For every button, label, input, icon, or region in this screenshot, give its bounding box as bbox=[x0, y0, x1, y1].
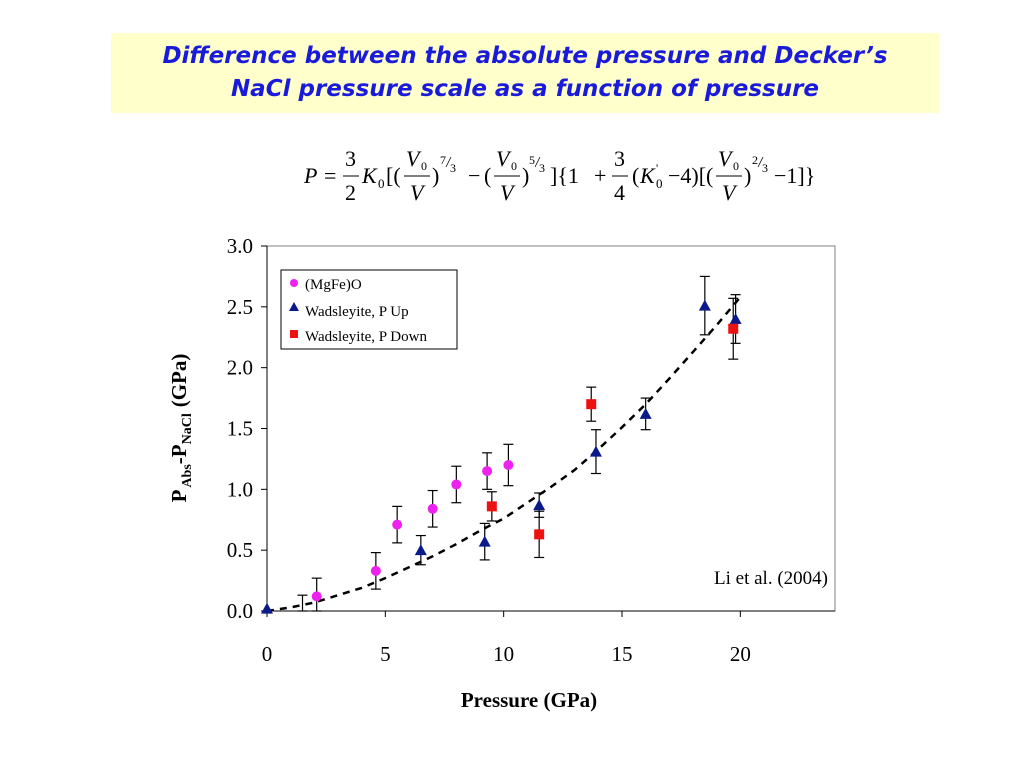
fit-curve bbox=[266, 296, 742, 613]
data-point-triangle bbox=[478, 535, 491, 547]
eq-lp-3: ( bbox=[632, 163, 639, 188]
eq-v0-3: V bbox=[718, 146, 734, 171]
eq-v0-2: V bbox=[496, 146, 512, 171]
eq-minus4: −4)[( bbox=[668, 163, 713, 188]
data-point-triangle bbox=[414, 544, 427, 556]
data-point-circle bbox=[451, 479, 462, 490]
eq-v0-1: V bbox=[406, 146, 422, 171]
data-point-triangle bbox=[533, 499, 546, 511]
eq-k0-sub: 0 bbox=[378, 176, 385, 191]
eq-rp-2: ) bbox=[522, 163, 529, 188]
slide-title-box: Difference between the absolute pressure… bbox=[111, 33, 939, 113]
slide-title-line-2: NaCl pressure scale as a function of pre… bbox=[230, 76, 820, 102]
eq-lbr-1: [( bbox=[386, 163, 401, 188]
legend-box bbox=[280, 269, 458, 350]
axes: 0.0 0.5 1.0 1.5 2.0 2.5 3.0 0 5 10 15 20 bbox=[227, 234, 835, 666]
x-tick-label: 0 bbox=[262, 642, 273, 666]
legend-marker-square bbox=[290, 330, 298, 338]
data-point-square bbox=[728, 323, 739, 334]
y-tick-label: 3.0 bbox=[227, 234, 253, 258]
data-point-triangle bbox=[639, 407, 652, 419]
legend-label-series-1: (MgFe)O bbox=[305, 277, 362, 293]
markers-layer bbox=[261, 299, 742, 614]
y-label-sub1: Abs bbox=[180, 464, 195, 488]
eq-v-3: V bbox=[722, 180, 738, 205]
eq-lhs: P bbox=[303, 163, 317, 188]
y-label-dash: -P bbox=[167, 444, 191, 464]
legend-marker-triangle bbox=[289, 302, 299, 311]
eq-k0-2: K bbox=[639, 163, 656, 188]
eq-frac-num-3: 3 bbox=[345, 146, 356, 171]
eq-k0-sub-2: 0 bbox=[656, 176, 663, 191]
eq-exp-7: 7 bbox=[440, 153, 446, 167]
data-point-triangle bbox=[729, 313, 742, 324]
eq-rp-3: ) bbox=[744, 163, 751, 188]
data-point-triangle bbox=[261, 602, 273, 614]
y-label-main: P bbox=[167, 489, 191, 502]
data-point-circle bbox=[503, 460, 514, 470]
legend-label-series-3: Wadsleyite, P Down bbox=[305, 329, 427, 345]
data-point-circle bbox=[427, 503, 438, 514]
eq-k0: K bbox=[361, 163, 378, 188]
y-tick-label: 2.5 bbox=[227, 295, 253, 319]
data-point-square bbox=[534, 529, 545, 540]
equation: P = 3 2 K 0 [( V 0 V ) 7 3 − ( V 0 V ) 5… bbox=[300, 142, 820, 210]
data-point-triangle bbox=[698, 299, 711, 311]
fit-curve-layer bbox=[266, 296, 742, 613]
data-point-circle bbox=[392, 519, 403, 530]
x-tick-label: 20 bbox=[730, 642, 751, 666]
chart-annotation: Li et al. (2004) bbox=[714, 568, 828, 589]
y-label-sub2: NaCl bbox=[180, 413, 195, 444]
eq-plus: + bbox=[594, 163, 606, 188]
eq-exp-slash-1 bbox=[445, 156, 452, 168]
eq-exp-slash-3 bbox=[757, 156, 764, 168]
eq-exp-5: 5 bbox=[529, 153, 535, 167]
data-point-square bbox=[586, 399, 597, 410]
eq-frac-num-3b: 3 bbox=[614, 146, 625, 171]
x-axis-label: Pressure (GPa) bbox=[461, 688, 597, 712]
eq-v0-sub-2: 0 bbox=[511, 159, 517, 173]
eq-lp-2: ( bbox=[484, 163, 491, 188]
eq-mid: ]{1 bbox=[550, 163, 579, 188]
eq-v0-sub-3: 0 bbox=[733, 159, 739, 173]
eq-end: −1]} bbox=[774, 163, 815, 188]
eq-rp-1: ) bbox=[432, 163, 439, 188]
eq-exp-2: 2 bbox=[752, 153, 758, 167]
eq-v-1: V bbox=[410, 180, 426, 205]
eq-v-2: V bbox=[500, 180, 516, 205]
x-tick-label: 10 bbox=[493, 642, 514, 666]
eq-exp-den-2: 3 bbox=[539, 161, 545, 175]
data-point-circle bbox=[370, 565, 381, 576]
eq-frac-den-2: 2 bbox=[345, 180, 356, 205]
y-tick-label: 1.5 bbox=[227, 417, 253, 441]
y-tick-label: 0.0 bbox=[227, 599, 253, 623]
legend-marker-circle bbox=[290, 279, 298, 287]
x-tick-label: 5 bbox=[380, 642, 391, 666]
data-point-circle bbox=[482, 466, 493, 477]
y-tick-label: 0.5 bbox=[227, 538, 253, 562]
eq-k0-prime: ' bbox=[656, 161, 658, 175]
eq-minus-1: − bbox=[468, 163, 480, 188]
y-axis-label: PAbs-PNaCl (GPa) bbox=[167, 354, 195, 503]
eq-exp-slash-2 bbox=[534, 156, 541, 168]
eq-equals: = bbox=[324, 163, 336, 188]
data-point-circle bbox=[311, 591, 322, 602]
slide-title-line-1: Difference between the absolute pressure… bbox=[162, 43, 888, 69]
x-tick-label: 15 bbox=[612, 642, 633, 666]
eq-v0-sub-1: 0 bbox=[421, 159, 427, 173]
eq-exp-den-3: 3 bbox=[762, 161, 768, 175]
data-point-square bbox=[486, 501, 497, 512]
y-tick-label: 1.0 bbox=[227, 477, 253, 501]
y-axis-label-text: PAbs-PNaCl (GPa) bbox=[167, 354, 195, 503]
legend-label-series-2: Wadsleyite, P Up bbox=[305, 304, 409, 320]
legend: (MgFe)O Wadsleyite, P Up Wadsleyite, P D… bbox=[280, 269, 458, 350]
eq-exp-den-1: 3 bbox=[450, 161, 456, 175]
y-tick-label: 2.0 bbox=[227, 356, 253, 380]
y-label-unit: (GPa) bbox=[167, 354, 191, 408]
data-point-triangle bbox=[589, 445, 602, 457]
equation-svg: P = 3 2 K 0 [( V 0 V ) 7 3 − ( V 0 V ) 5… bbox=[303, 146, 815, 205]
eq-frac-den-4: 4 bbox=[614, 180, 625, 205]
